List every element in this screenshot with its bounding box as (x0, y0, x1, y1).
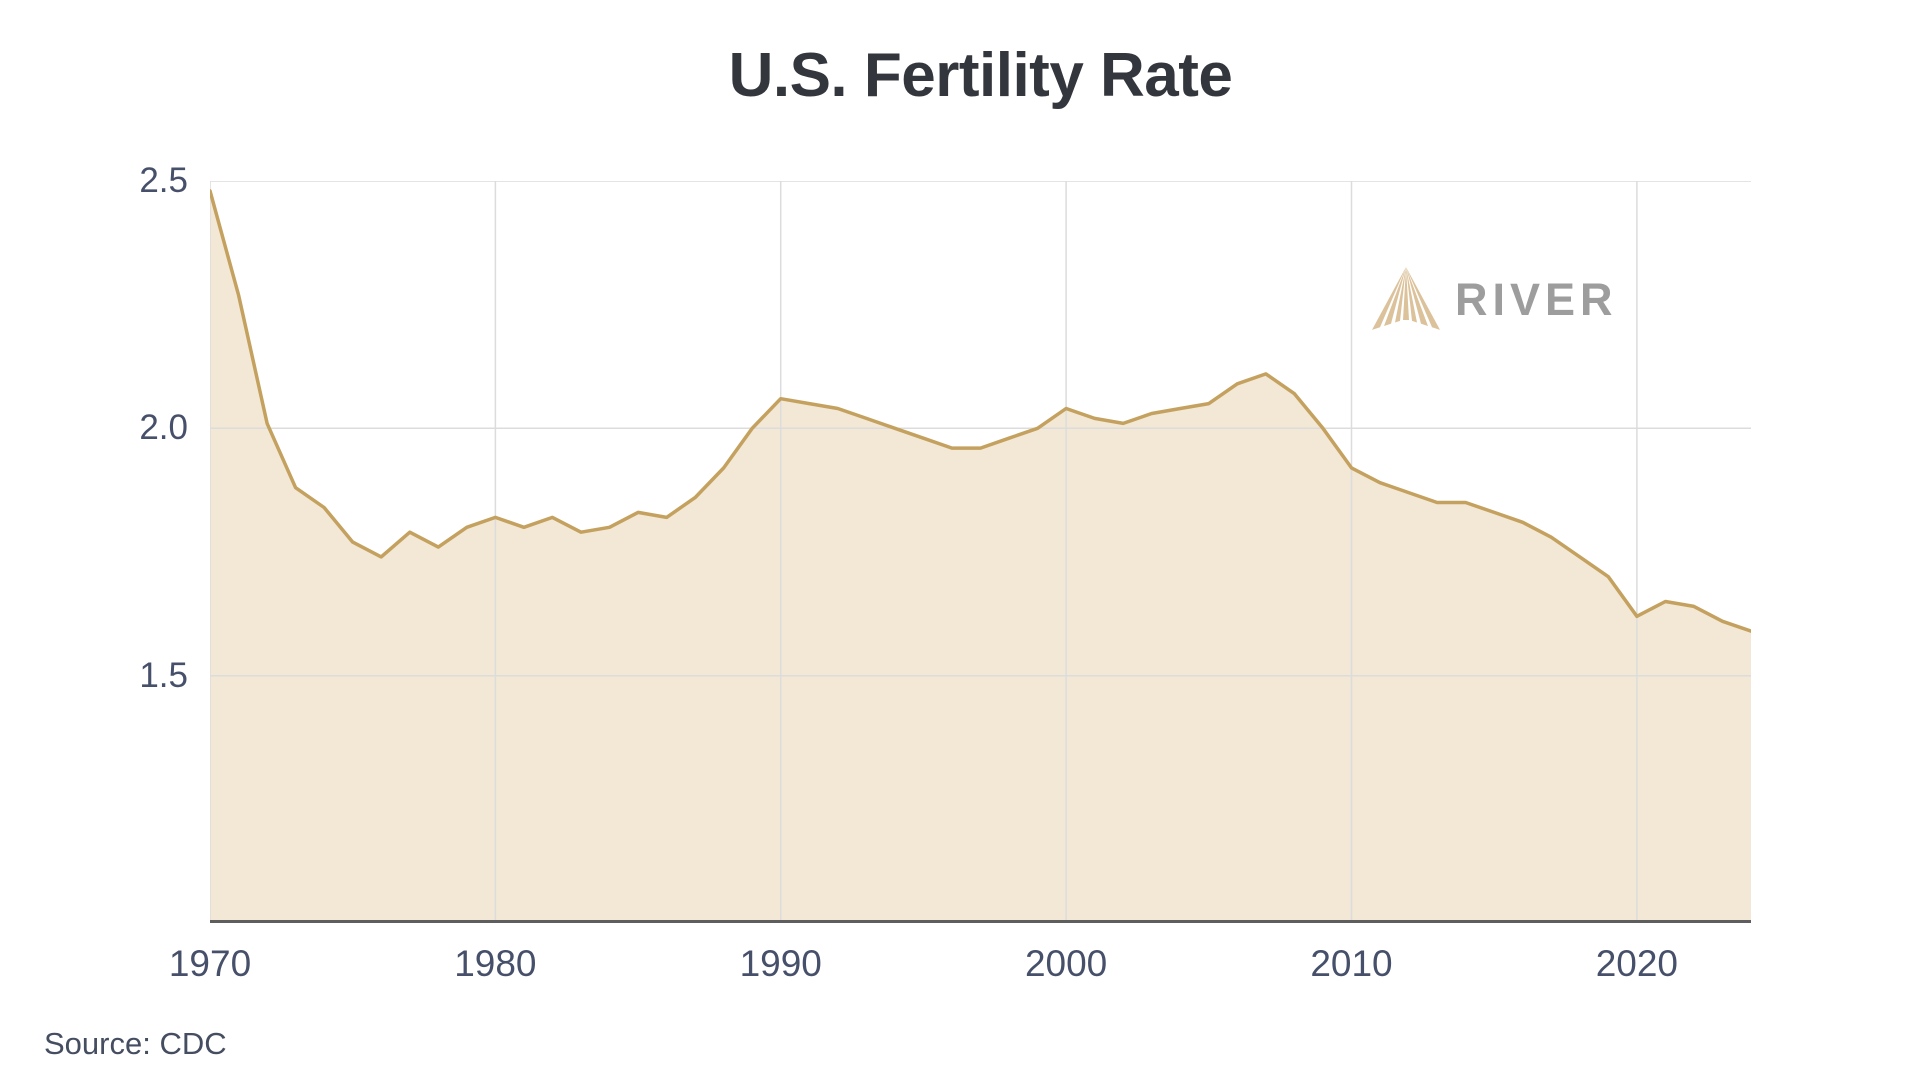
chart-title: U.S. Fertility Rate (728, 41, 1233, 110)
fertility-line-series (210, 189, 1751, 633)
fertility-area-chart (210, 181, 1751, 923)
x-tick-label: 2010 (1310, 943, 1393, 984)
x-tick-label: 1980 (454, 943, 537, 984)
x-tick-label: 1970 (168, 943, 252, 984)
y-tick-label: 2.5 (139, 161, 188, 200)
x-tick-label: 2020 (1595, 943, 1678, 984)
area-fill (210, 190, 1751, 923)
source-note: Source: CDC (44, 1026, 227, 1061)
y-tick-label: 1.5 (139, 655, 188, 695)
y-tick-label: 2.0 (139, 408, 188, 448)
river-brand-watermark: RIVER (1372, 266, 1618, 334)
river-fan-icon (1372, 267, 1440, 330)
x-tick-label: 1990 (739, 943, 822, 984)
river-brand-name: RIVER (1455, 274, 1618, 325)
x-tick-label: 2000 (1024, 943, 1108, 984)
gridlines (210, 181, 1751, 923)
